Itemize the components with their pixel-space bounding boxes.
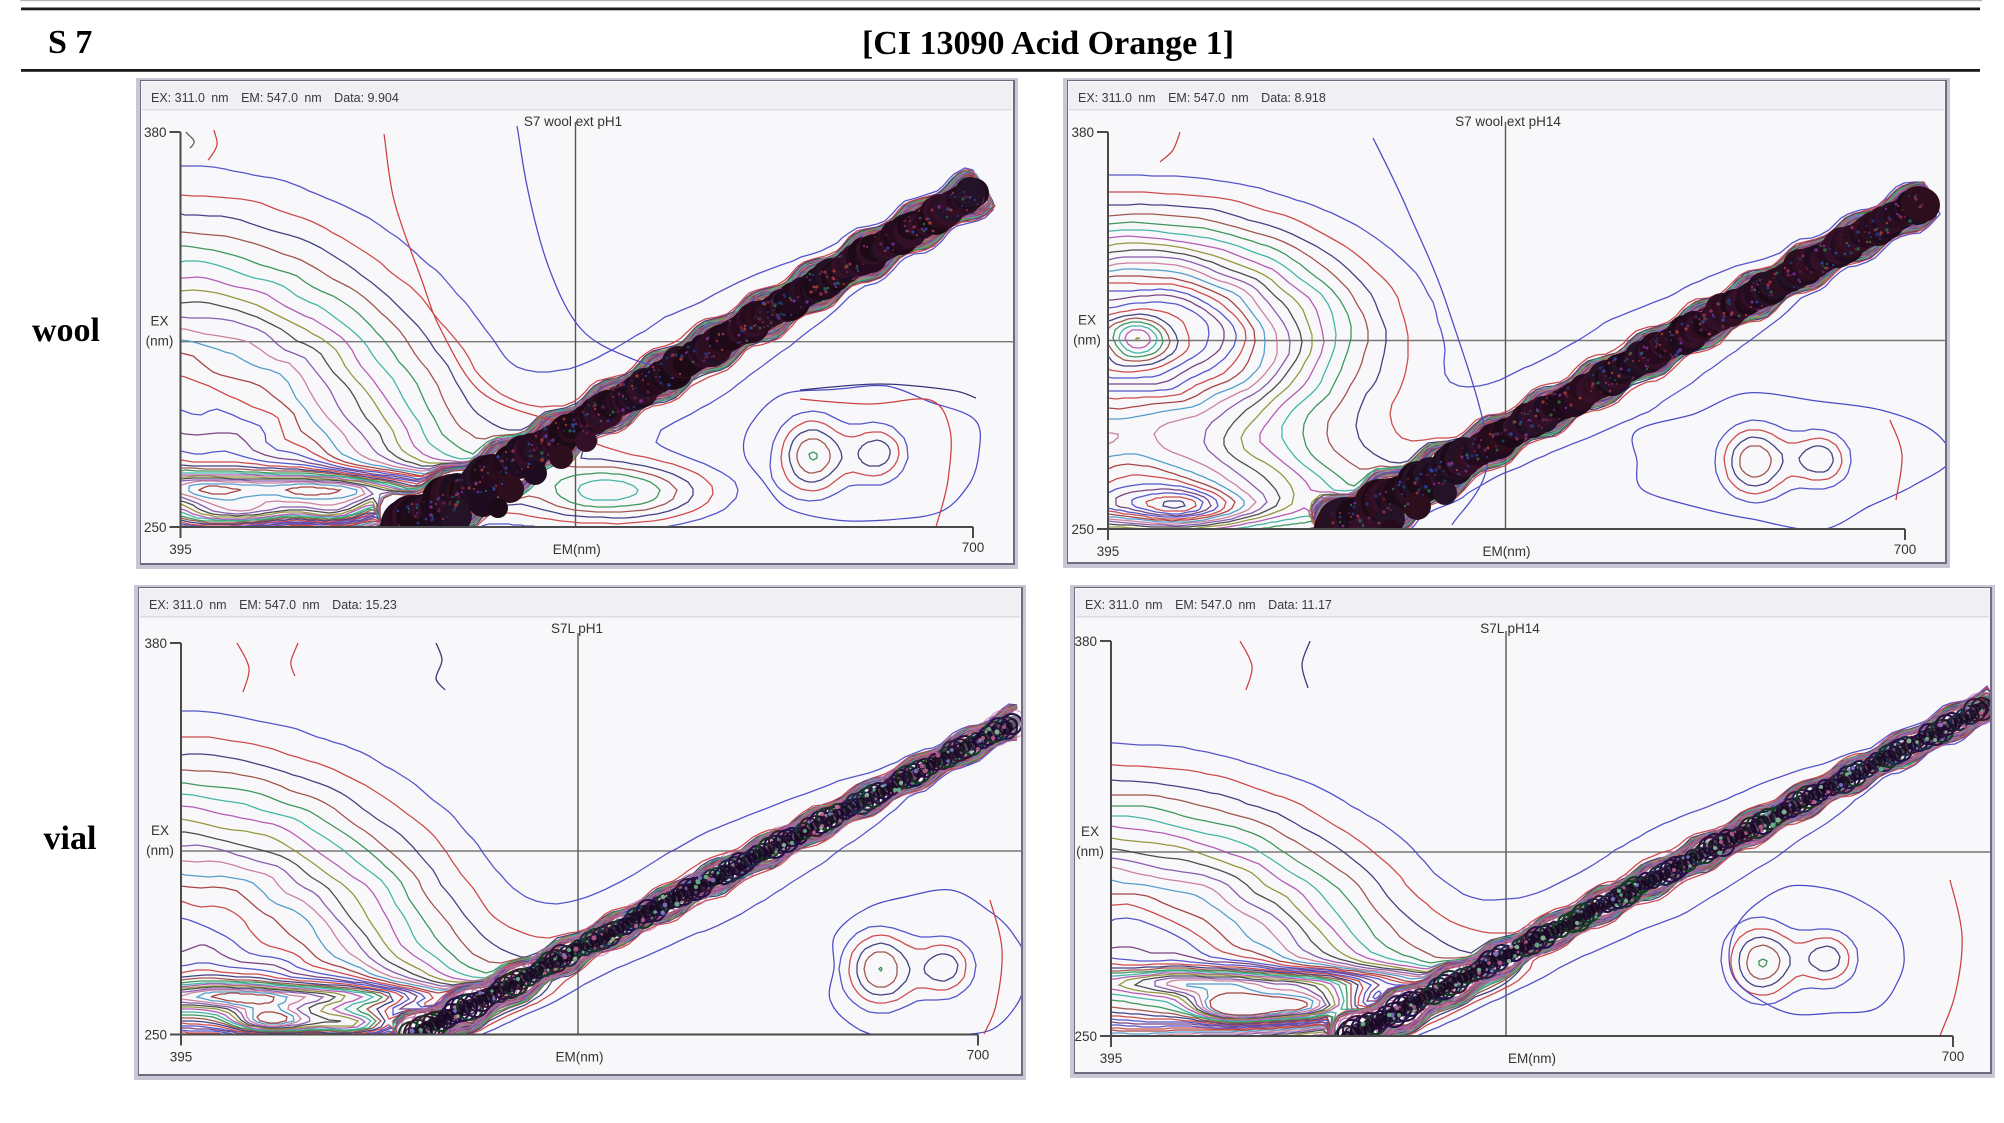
- svg-text:700: 700: [1942, 1049, 1965, 1064]
- svg-text:EM(nm): EM(nm): [553, 542, 601, 557]
- svg-text:250: 250: [144, 520, 167, 535]
- svg-text:(nm): (nm): [1073, 333, 1101, 348]
- svg-text:EX: 311.0 nm EM: 547.0 nm Da: EX: 311.0 nm EM: 547.0 nm Data: 11.17: [1085, 598, 1332, 612]
- svg-text:EM(nm): EM(nm): [1483, 544, 1531, 559]
- svg-text:(nm): (nm): [146, 843, 174, 858]
- svg-text:700: 700: [967, 1048, 990, 1063]
- svg-text:EX: EX: [1081, 824, 1099, 839]
- svg-text:EX: EX: [151, 823, 169, 838]
- svg-text:395: 395: [1097, 544, 1120, 559]
- svg-text:(nm): (nm): [1076, 844, 1104, 859]
- svg-text:S7 wool ext pH14: S7 wool ext pH14: [1455, 114, 1561, 129]
- svg-text:700: 700: [1894, 542, 1917, 557]
- svg-text:[CI 13090 Acid Orange 1]: [CI 13090 Acid Orange 1]: [862, 25, 1234, 62]
- svg-text:EM(nm): EM(nm): [1508, 1051, 1556, 1066]
- svg-text:380: 380: [144, 125, 167, 140]
- svg-text:S7L pH1: S7L pH1: [551, 621, 603, 636]
- svg-text:250: 250: [1074, 1029, 1097, 1044]
- svg-text:395: 395: [1100, 1051, 1123, 1066]
- svg-text:(nm): (nm): [146, 334, 174, 349]
- svg-text:S7L pH14: S7L pH14: [1480, 621, 1540, 636]
- svg-text:wool: wool: [32, 312, 100, 349]
- svg-text:250: 250: [144, 1028, 167, 1043]
- svg-text:380: 380: [1071, 125, 1094, 140]
- svg-text:S7 wool ext pH1: S7 wool ext pH1: [524, 114, 622, 129]
- svg-text:vial: vial: [44, 820, 97, 857]
- svg-text:380: 380: [144, 636, 167, 651]
- svg-text:EX: EX: [1078, 313, 1096, 328]
- svg-text:700: 700: [962, 540, 985, 555]
- svg-text:395: 395: [169, 542, 192, 557]
- svg-text:S 7: S 7: [48, 24, 92, 61]
- svg-text:EX: 311.0 nm EM: 547.0 nm Da: EX: 311.0 nm EM: 547.0 nm Data: 9.904: [151, 91, 399, 105]
- svg-text:395: 395: [170, 1050, 193, 1065]
- svg-text:250: 250: [1071, 522, 1094, 537]
- svg-text:EX: 311.0 nm EM: 547.0 nm Da: EX: 311.0 nm EM: 547.0 nm Data: 8.918: [1078, 91, 1326, 105]
- svg-text:380: 380: [1074, 634, 1097, 649]
- svg-text:EM(nm): EM(nm): [556, 1050, 604, 1065]
- svg-text:EX: 311.0 nm EM: 547.0 nm Da: EX: 311.0 nm EM: 547.0 nm Data: 15.23: [149, 598, 397, 612]
- svg-text:EX: EX: [150, 314, 168, 329]
